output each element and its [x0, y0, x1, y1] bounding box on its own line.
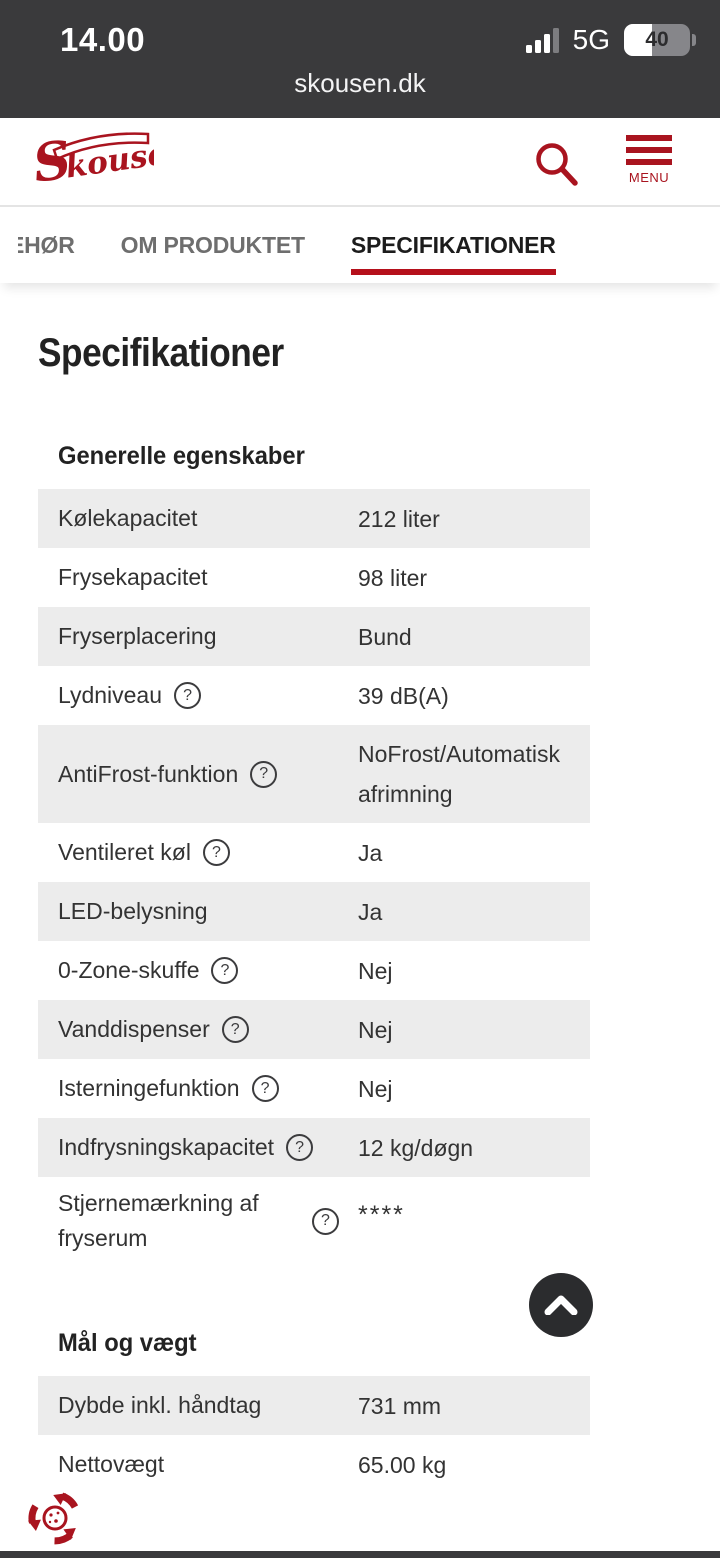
tab-eh-r[interactable]: EHØR: [18, 218, 75, 273]
site-header: Skousen MENU: [0, 118, 720, 207]
tab-specifikationer[interactable]: SPECIFIKATIONER: [350, 218, 556, 275]
spec-section: Generelle egenskaber Kølekapacitet 212 l…: [38, 442, 720, 1265]
row-value: Ja: [358, 898, 383, 925]
table-row: Vanddispenser ? Nej: [38, 1000, 590, 1059]
help-icon[interactable]: ?: [251, 1075, 279, 1102]
clock: 14.00: [60, 21, 146, 58]
row-label: Ventileret køl: [58, 839, 191, 865]
help-icon[interactable]: ?: [174, 682, 202, 709]
search-icon: [536, 143, 578, 186]
row-value: Nej: [358, 1016, 393, 1043]
row-value: 98 liter: [358, 564, 428, 591]
spec-table: Dybde inkl. håndtag 731 mm Nettovægt 65.…: [38, 1376, 590, 1494]
network-type: 5G: [572, 24, 610, 55]
menu-button[interactable]: MENU: [626, 127, 672, 185]
row-value: 731 mm: [358, 1392, 442, 1419]
row-value: ****: [358, 1201, 405, 1229]
tab-om-produktet[interactable]: OM PRODUKTET: [121, 218, 305, 273]
help-icon[interactable]: ?: [312, 1207, 339, 1235]
bottom-toolbar-edge: [0, 1551, 720, 1558]
page-title: Specifikationer: [38, 331, 284, 375]
spec-sections: Generelle egenskaber Kølekapacitet 212 l…: [38, 442, 720, 1494]
row-value: Nej: [358, 1075, 393, 1102]
section-heading: Generelle egenskaber: [58, 442, 305, 470]
table-row: LED-belysning Ja: [38, 882, 590, 941]
row-label: Indfrysningskapacitet: [58, 1134, 275, 1160]
battery-icon: 40: [624, 24, 690, 56]
row-value: 12 kg/døgn: [358, 1134, 474, 1161]
address-bar[interactable]: skousen.dk: [294, 68, 426, 98]
specifications-page: Specifikationer Generelle egenskaber Køl…: [0, 283, 720, 1494]
tabs-scroll-area[interactable]: EHØR OM PRODUKTET SPECIFIKATIONER: [18, 207, 710, 283]
table-row: Isterningefunktion ? Nej: [38, 1059, 590, 1118]
row-value: Bund: [358, 623, 412, 650]
table-row: 0-Zone-skuffe ? Nej: [38, 941, 590, 1000]
signal-strength-icon: [525, 27, 559, 53]
table-row: Stjernemærkning af fryserum ? ****: [38, 1177, 590, 1265]
row-label: Fryserplacering: [58, 623, 217, 649]
row-label: Isterningefunktion: [58, 1075, 240, 1101]
table-row: Dybde inkl. håndtag 731 mm: [38, 1376, 590, 1435]
row-label: Stjernemærkning af fryserum: [58, 1190, 259, 1251]
help-icon[interactable]: ?: [211, 957, 239, 984]
chevron-up-icon: [544, 1295, 578, 1315]
spec-table: Kølekapacitet 212 liter Frysekapacitet 9…: [38, 489, 590, 1265]
table-row: AntiFrost-funktion ? NoFrost/Automatisk …: [38, 725, 590, 823]
help-icon[interactable]: ?: [250, 760, 278, 788]
status-bar: 14.00 5G 40 skousen.dk: [0, 0, 720, 118]
search-button[interactable]: [528, 135, 584, 196]
help-icon[interactable]: ?: [286, 1134, 314, 1161]
row-value: Nej: [358, 957, 393, 984]
section-heading: Mål og vægt: [58, 1329, 197, 1357]
battery-percent: 40: [645, 28, 669, 51]
row-label: Frysekapacitet: [58, 564, 208, 590]
scroll-to-top-button[interactable]: [529, 1273, 593, 1337]
row-value: 212 liter: [358, 505, 440, 532]
table-row: Indfrysningskapacitet ? 12 kg/døgn: [38, 1118, 590, 1177]
row-label: Kølekapacitet: [58, 505, 198, 531]
row-label: AntiFrost-funktion: [58, 760, 239, 787]
row-label: LED-belysning: [58, 898, 208, 924]
spec-section: Mål og vægt Dybde inkl. håndtag 731 mm N…: [38, 1329, 720, 1494]
row-value: NoFrost/Automatisk afrimning: [358, 741, 560, 807]
table-row: Nettovægt 65.00 kg: [38, 1435, 590, 1494]
row-label: Lydniveau: [58, 682, 163, 708]
row-value: 65.00 kg: [358, 1451, 447, 1478]
cookie-consent-button[interactable]: [26, 1489, 84, 1547]
table-row: Kølekapacitet 212 liter: [38, 489, 590, 548]
skousen-logo[interactable]: Skousen: [34, 124, 154, 200]
cookie-renew-icon: [27, 1492, 79, 1545]
row-value: Ja: [358, 839, 383, 866]
table-row: Fryserplacering Bund: [38, 607, 590, 666]
menu-label: MENU: [628, 170, 670, 185]
row-label: Dybde inkl. håndtag: [58, 1392, 262, 1418]
hamburger-icon: [626, 135, 672, 165]
table-row: Lydniveau ? 39 dB(A): [38, 666, 590, 725]
table-row: Frysekapacitet 98 liter: [38, 548, 590, 607]
table-row: Ventileret køl ? Ja: [38, 823, 590, 882]
row-label: Vanddispenser: [58, 1016, 210, 1042]
help-icon[interactable]: ?: [202, 839, 230, 866]
row-label: Nettovægt: [58, 1451, 165, 1477]
help-icon[interactable]: ?: [221, 1016, 249, 1043]
battery-cap: [692, 34, 696, 46]
row-label: 0-Zone-skuffe: [58, 957, 200, 983]
row-value: 39 dB(A): [358, 682, 449, 709]
product-tabbar: EHØR OM PRODUKTET SPECIFIKATIONER: [0, 207, 720, 283]
